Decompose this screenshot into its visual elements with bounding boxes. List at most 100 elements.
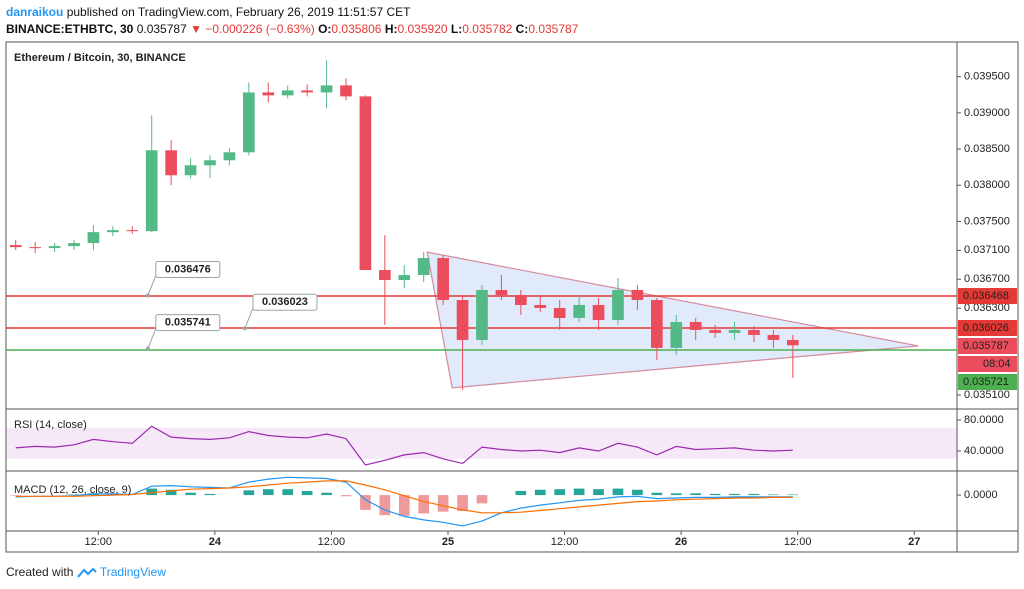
candle-body bbox=[87, 232, 100, 244]
candle-body bbox=[709, 329, 721, 333]
ohlc: O:0.035806 H:0.035920 L:0.035782 C:0.035… bbox=[318, 22, 578, 36]
candle-body bbox=[631, 290, 644, 301]
price-label-box bbox=[958, 288, 1017, 305]
candle-body bbox=[68, 243, 80, 247]
published: published on TradingView.com, February 2… bbox=[66, 5, 411, 19]
x-tick-label: 12:00 bbox=[85, 536, 113, 548]
rsi-line bbox=[15, 425, 793, 466]
macd-line bbox=[15, 480, 793, 514]
histogram-bar bbox=[165, 489, 177, 496]
price-label-box bbox=[958, 356, 1017, 373]
ohlc-value: 0.035787 bbox=[528, 22, 579, 36]
histogram-bar bbox=[709, 493, 721, 496]
callout-box bbox=[155, 260, 221, 278]
histogram-bar bbox=[301, 490, 313, 496]
candle-body bbox=[243, 92, 255, 153]
callout-text: 0.035741 bbox=[165, 317, 211, 329]
candle-body bbox=[204, 160, 216, 166]
y-tick-label: 0.036300 bbox=[964, 302, 1010, 314]
callout-pointer bbox=[147, 275, 157, 296]
y-tick-label: 0.038000 bbox=[964, 179, 1010, 191]
x-tick-label: 27 bbox=[908, 536, 920, 548]
candle-body bbox=[767, 334, 780, 340]
candle-body bbox=[417, 258, 430, 276]
callout-box bbox=[155, 314, 221, 332]
y-tick-label: 0.037500 bbox=[964, 215, 1010, 227]
candle-body bbox=[456, 300, 469, 340]
last: 0.035787 bbox=[136, 22, 187, 36]
ohlc-label: L: bbox=[450, 22, 463, 36]
histogram-bar bbox=[379, 495, 391, 516]
candle-body bbox=[553, 307, 566, 318]
histogram-bar bbox=[262, 489, 274, 496]
histogram-bar bbox=[68, 494, 80, 496]
candle-body bbox=[9, 245, 22, 248]
pane-title: RSI (14, close) bbox=[14, 419, 87, 431]
histogram-bar bbox=[437, 495, 449, 512]
callout-anchor bbox=[242, 326, 247, 331]
candle-body bbox=[748, 329, 760, 335]
triangle-drawing bbox=[426, 251, 919, 389]
callout: 0.036023 bbox=[242, 293, 318, 331]
candle-body bbox=[223, 152, 236, 161]
histogram-bar bbox=[476, 495, 488, 504]
histogram-bar bbox=[612, 488, 624, 496]
candle-body bbox=[48, 246, 61, 249]
price-label: 0.035721 bbox=[963, 376, 1009, 388]
y-tick-label: 0.036700 bbox=[964, 273, 1010, 285]
candle-body bbox=[320, 85, 333, 93]
author[interactable]: danraikou bbox=[6, 5, 64, 19]
histogram-bar bbox=[670, 493, 682, 496]
rsi-band bbox=[6, 427, 957, 459]
histogram-bar bbox=[340, 495, 352, 497]
frame bbox=[5, 41, 1019, 553]
ohlc-label: H: bbox=[384, 22, 398, 36]
histogram-bar bbox=[398, 495, 410, 516]
histogram-bar bbox=[360, 495, 371, 510]
change: ▼ −0.000226 (−0.63%) bbox=[190, 22, 315, 36]
histogram-bar bbox=[321, 492, 332, 496]
candle-body bbox=[340, 85, 352, 97]
x-tick-label: 12:00 bbox=[784, 536, 812, 548]
price-label-box bbox=[958, 320, 1017, 337]
published-line: danraikou published on TradingView.com, … bbox=[6, 4, 578, 21]
y-tick-label: 0.039000 bbox=[964, 107, 1010, 119]
histogram-bar bbox=[651, 492, 663, 496]
candle-body bbox=[126, 230, 139, 232]
candle-body bbox=[495, 290, 508, 296]
histogram-bar bbox=[573, 488, 585, 496]
candle-body bbox=[670, 321, 683, 348]
histogram-bar bbox=[787, 494, 799, 496]
callout-anchor bbox=[145, 293, 150, 298]
callout: 0.036476 bbox=[145, 260, 221, 298]
y-tick-label: 40.0000 bbox=[964, 445, 1004, 457]
histogram-bar bbox=[146, 488, 158, 496]
x-tick-label: 26 bbox=[675, 536, 687, 548]
histogram-bar bbox=[515, 490, 527, 496]
footer: Created with TradingView bbox=[6, 565, 166, 579]
ohlc-value: 0.035806 bbox=[331, 22, 382, 36]
histogram-bar bbox=[554, 489, 566, 496]
candle-body bbox=[534, 304, 547, 308]
x-tick-label: 12:00 bbox=[551, 536, 579, 548]
candle-body bbox=[476, 290, 488, 340]
candle-body bbox=[787, 339, 799, 346]
histogram-bar bbox=[768, 494, 779, 496]
candle-body bbox=[107, 230, 119, 233]
callout: 0.035741 bbox=[145, 314, 221, 351]
histogram-bar bbox=[457, 495, 468, 512]
candle-body bbox=[281, 90, 294, 96]
candle-body bbox=[379, 270, 391, 281]
brand[interactable]: TradingView bbox=[99, 565, 166, 579]
quote-line: BINANCE:ETHBTC, 30 0.035787 ▼ −0.000226 … bbox=[6, 21, 578, 38]
candle-body bbox=[612, 290, 624, 320]
callout-box bbox=[252, 293, 318, 311]
price-label: 0.036026 bbox=[963, 322, 1009, 334]
ohlc-value: 0.035782 bbox=[462, 22, 513, 36]
y-tick-label: 0.039500 bbox=[964, 71, 1010, 83]
candle-body bbox=[398, 275, 411, 281]
x-tick-label: 12:00 bbox=[318, 536, 346, 548]
ohlc-value: 0.035920 bbox=[397, 22, 448, 36]
price-label-box bbox=[958, 374, 1017, 391]
